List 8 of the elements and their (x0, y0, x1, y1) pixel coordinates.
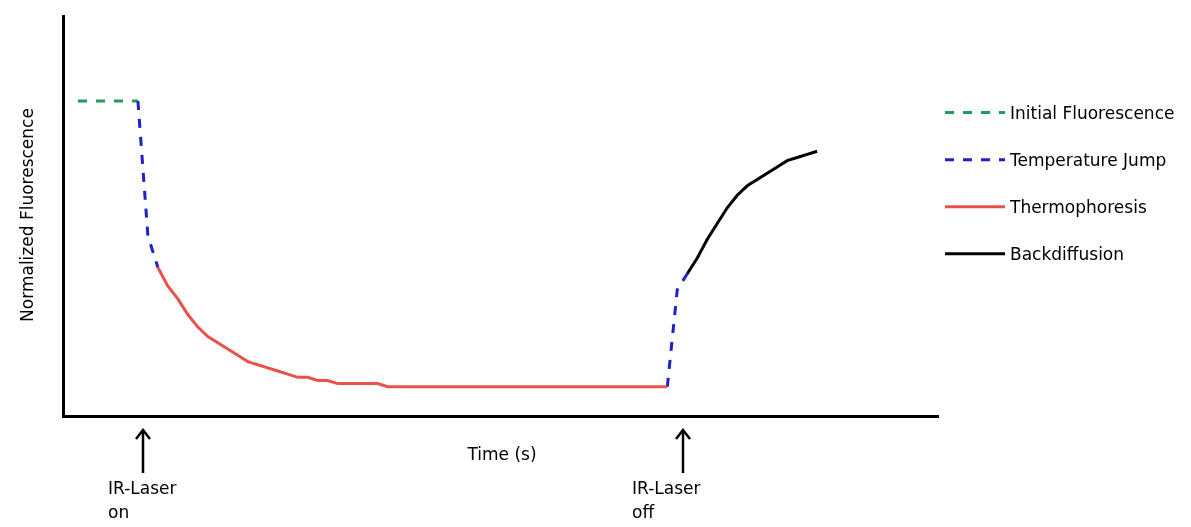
x-axis-title: Time (s) (466, 444, 537, 465)
text: IR-Laser on (108, 477, 178, 524)
legend-label: Initial Fluorescence (1010, 103, 1175, 124)
legend-label: Thermophoresis (1009, 197, 1147, 218)
legend-label: Backdiffusion (1010, 244, 1125, 265)
text: IR-Laser off (632, 477, 702, 524)
legend-label: Temperature Jump (1009, 150, 1167, 171)
y-axis-title: Normalized Fluorescence (16, 108, 37, 322)
